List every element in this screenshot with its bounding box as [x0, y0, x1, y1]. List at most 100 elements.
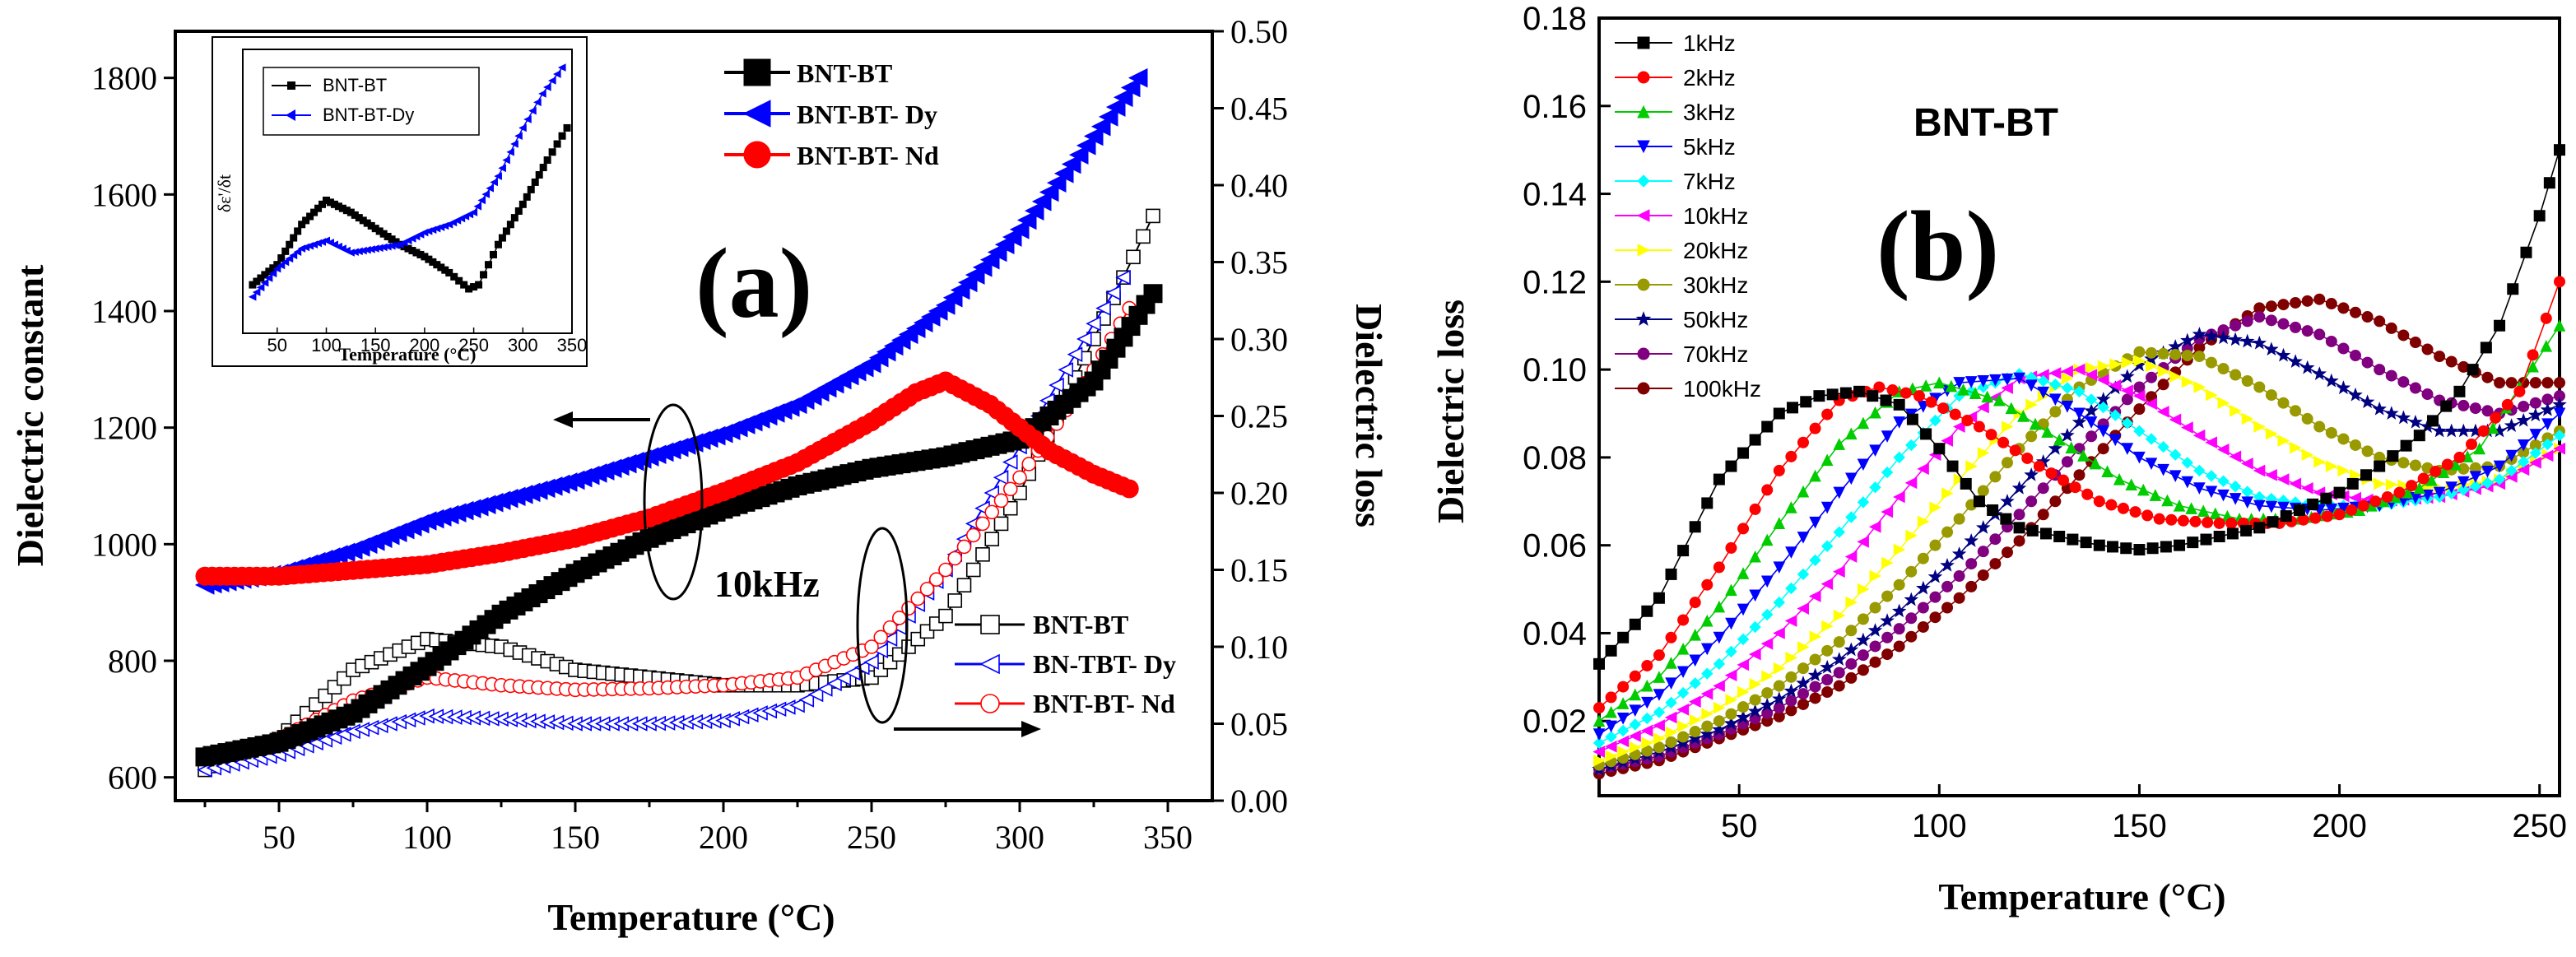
inset-legend-item-2: BNT-BT-Dy [323, 105, 414, 125]
series-point [2146, 542, 2159, 555]
series-point [1665, 677, 1677, 690]
series-point [2253, 311, 2266, 323]
loss-series-point [1002, 454, 1018, 470]
series-point [1826, 388, 1839, 401]
series-point [2205, 436, 2217, 449]
legend-frequency-item: 50kHz [1683, 307, 1748, 332]
series-point [1964, 533, 1978, 547]
series-point [1713, 701, 1726, 714]
series-point [1880, 613, 1895, 627]
series-point [2129, 506, 2141, 518]
series-point [1760, 637, 1774, 650]
series-point [2277, 318, 2290, 330]
series-50khz [1592, 327, 2567, 776]
series-point [1737, 701, 1750, 713]
series-point [1737, 567, 1750, 579]
series-point [1593, 736, 1606, 750]
series-point [2217, 363, 2230, 375]
series-point [2085, 369, 2098, 381]
series-point [2417, 472, 2430, 485]
inset-legend-marker-1 [287, 81, 295, 90]
legend-frequency-item: 100kHz [1683, 376, 1761, 402]
series-point [2312, 366, 2327, 380]
series-point [1941, 487, 1954, 499]
panel-b-x-title: Temperature (°C) [1938, 876, 2225, 918]
series-point [1713, 473, 1725, 485]
series-point [1797, 688, 1809, 700]
loss-series-point [873, 629, 889, 645]
inset-point [510, 214, 518, 222]
series-point [1713, 631, 1726, 644]
series-point [2265, 389, 2277, 402]
series-point [1953, 513, 1965, 525]
series-point [2133, 451, 2146, 464]
series-point [1821, 620, 1834, 633]
inset-point [552, 70, 561, 78]
series-point [1605, 720, 1617, 733]
panel-b-title: BNT-BT [1913, 101, 2058, 145]
inset-point [486, 184, 494, 193]
series-point [1821, 674, 1834, 686]
series-point [1845, 657, 1858, 670]
inset-point [558, 132, 566, 140]
series-point [2361, 356, 2374, 369]
loss-series-point [984, 504, 1000, 520]
series-point [2132, 389, 2146, 402]
loss-series-point [1049, 377, 1064, 393]
series-point [2252, 335, 2267, 350]
series-point [2097, 360, 2110, 373]
series-point [2293, 504, 2305, 516]
series-point [2517, 439, 2530, 452]
series-point [2146, 346, 2158, 359]
series-point [1905, 612, 1918, 625]
series-point [2290, 321, 2302, 333]
legend-constant-item-2: BNT-BT- Dy [797, 100, 937, 129]
series-point [1893, 451, 1905, 464]
series-point [1605, 731, 1617, 743]
series-point [1904, 592, 1919, 606]
series-point [1665, 631, 1677, 643]
series-point [1867, 390, 1879, 402]
loss-series-point [947, 551, 963, 566]
loss-series-point [864, 639, 879, 654]
series-point [1747, 704, 1763, 718]
series-point [2325, 427, 2337, 439]
series-point [2432, 423, 2447, 438]
series-point [1713, 561, 1725, 574]
series-point [2505, 377, 2518, 389]
series-point [2017, 410, 2030, 422]
legend-frequency-marker [1637, 174, 1650, 188]
constant-series-point [1061, 154, 1081, 174]
series-point [2021, 452, 2034, 464]
series-point [1772, 691, 1787, 706]
series-point [1809, 692, 1821, 704]
series-point [1821, 644, 1834, 657]
series-point [1973, 420, 1985, 433]
series-point [1856, 632, 1871, 647]
series-point [2105, 499, 2118, 511]
series-point [1653, 649, 1665, 662]
series-point [2543, 177, 2555, 189]
series-point [1593, 657, 1605, 670]
series-point [2253, 499, 2266, 513]
series-point [1593, 714, 1606, 727]
inset-point [535, 170, 543, 179]
series-point [2073, 407, 2085, 420]
series-point [2369, 495, 2382, 508]
constant-series-point [1024, 201, 1044, 221]
inset-chart: 50 100 150 200 250 300 350 BNT-BT BNT-BT-Dy Te… [212, 36, 588, 367]
series-point [2209, 507, 2222, 520]
series-point [1773, 561, 1786, 574]
inset-point [285, 254, 294, 263]
series-point [1677, 545, 1690, 557]
series-point [2277, 501, 2290, 514]
series-point [2301, 481, 2313, 495]
series-point [2037, 509, 2049, 521]
series-point [2541, 449, 2554, 462]
series-point [1616, 724, 1630, 737]
series-point [2265, 300, 2277, 313]
series-point [1833, 438, 1846, 450]
inset-point [286, 240, 294, 249]
series-point [2077, 449, 2090, 462]
series-point [2469, 471, 2482, 484]
